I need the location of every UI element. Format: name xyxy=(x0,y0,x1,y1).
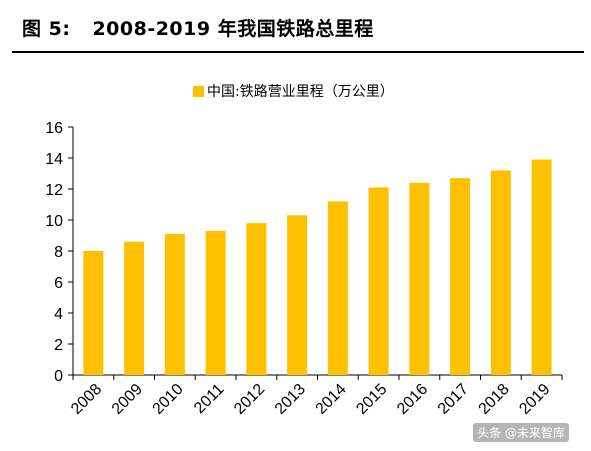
y-tick-label: 8 xyxy=(54,244,63,261)
bar xyxy=(450,178,471,375)
x-tick-label: 2015 xyxy=(353,381,390,418)
bar xyxy=(531,159,552,375)
x-tick-label: 2010 xyxy=(150,381,187,418)
watermark: 头条 @未来智库 xyxy=(473,423,569,442)
x-tick-label: 2016 xyxy=(394,381,431,418)
figure-title-text: 2008-2019 年我国铁路总里程 xyxy=(92,18,374,40)
bar xyxy=(83,251,104,375)
x-tick-label: 2018 xyxy=(476,381,513,418)
y-tick-label: 16 xyxy=(45,120,63,137)
y-tick-label: 4 xyxy=(54,306,63,323)
y-tick-label: 14 xyxy=(45,151,63,168)
y-tick-label: 6 xyxy=(54,275,63,292)
bar xyxy=(164,233,185,375)
x-tick-label: 2019 xyxy=(516,381,553,418)
x-tick-label: 2008 xyxy=(68,381,105,418)
title-divider xyxy=(12,51,584,53)
x-tick-label: 2014 xyxy=(313,381,350,418)
bar xyxy=(490,170,511,375)
legend-swatch xyxy=(193,85,204,97)
y-tick-label: 10 xyxy=(45,213,63,230)
bar xyxy=(287,215,308,375)
bar xyxy=(205,230,226,375)
y-tick-label: 12 xyxy=(45,182,63,199)
bar xyxy=(409,182,430,375)
chart-legend: 中国:铁路营业里程（万公里） xyxy=(193,81,394,101)
y-tick-label: 0 xyxy=(54,368,63,385)
bar xyxy=(124,241,145,375)
x-tick-label: 2011 xyxy=(191,381,227,417)
bar xyxy=(246,223,267,375)
figure-number: 图 5: xyxy=(22,18,71,40)
x-tick-label: 2013 xyxy=(272,381,309,418)
x-tick-label: 2009 xyxy=(109,381,146,418)
y-tick-label: 2 xyxy=(54,337,63,354)
legend-label: 中国:铁路营业里程（万公里） xyxy=(207,84,394,100)
bar xyxy=(368,187,389,375)
x-tick-label: 2012 xyxy=(231,381,268,418)
x-tick-label: 2017 xyxy=(435,381,472,418)
figure-title: 图 5: 2008-2019 年我国铁路总里程 xyxy=(22,14,374,41)
bar xyxy=(327,201,348,375)
